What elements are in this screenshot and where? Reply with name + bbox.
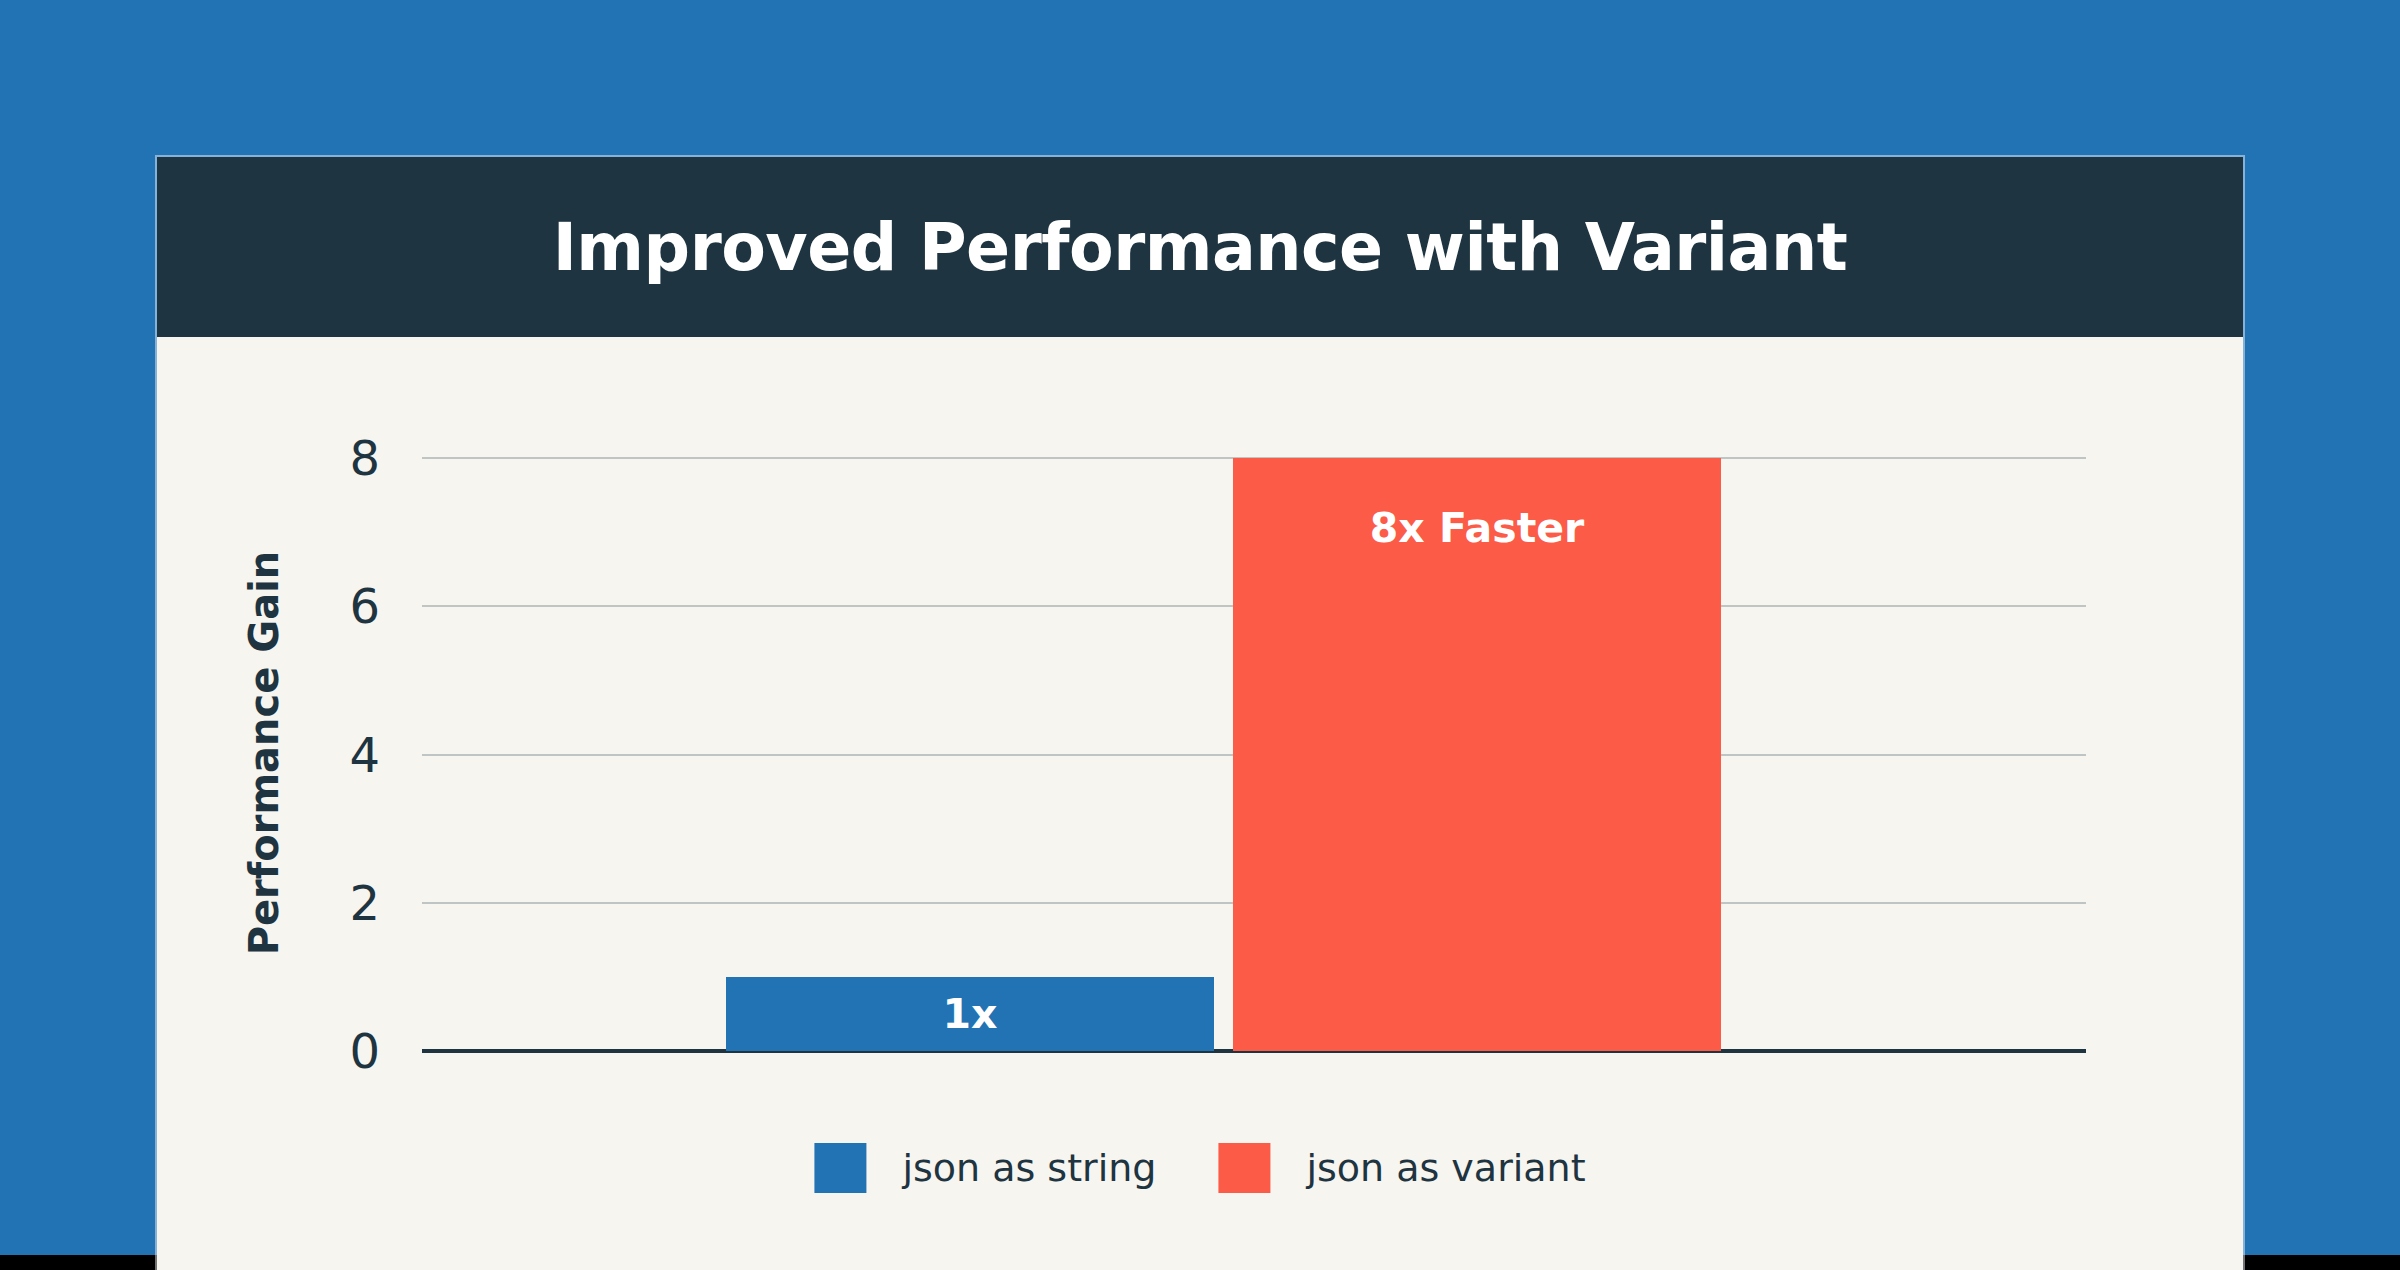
y-tick-label-6: 6	[290, 582, 380, 630]
page-background: Improved Performance with Variant 02468P…	[0, 0, 2400, 1270]
chart-legend: json as string json as variant	[814, 1143, 1585, 1193]
legend-swatch	[814, 1143, 866, 1193]
bar-value-label: 1x	[726, 990, 1214, 1038]
plot-area: 0 2 4 6 8 Performance Gain 1x 8x Faster	[157, 157, 2243, 1270]
bar-json-as-variant: 8x Faster	[1233, 458, 1721, 1051]
y-tick-label-4: 4	[290, 731, 380, 779]
y-tick-label-0: 0	[290, 1027, 380, 1075]
legend-label: json as variant	[1306, 1146, 1585, 1190]
legend-label: json as string	[902, 1146, 1156, 1190]
legend-swatch	[1218, 1143, 1270, 1193]
bar-json-as-string: 1x	[726, 977, 1214, 1051]
bar-value-label: 8x Faster	[1233, 504, 1721, 552]
chart-card: Improved Performance with Variant 02468P…	[157, 157, 2243, 1270]
legend-item-json-as-variant: json as variant	[1218, 1143, 1585, 1193]
legend-item-json-as-string: json as string	[814, 1143, 1156, 1193]
y-axis-label: Performance Gain	[241, 551, 287, 956]
y-tick-label-8: 8	[290, 434, 380, 482]
y-tick-label-2: 2	[290, 879, 380, 927]
